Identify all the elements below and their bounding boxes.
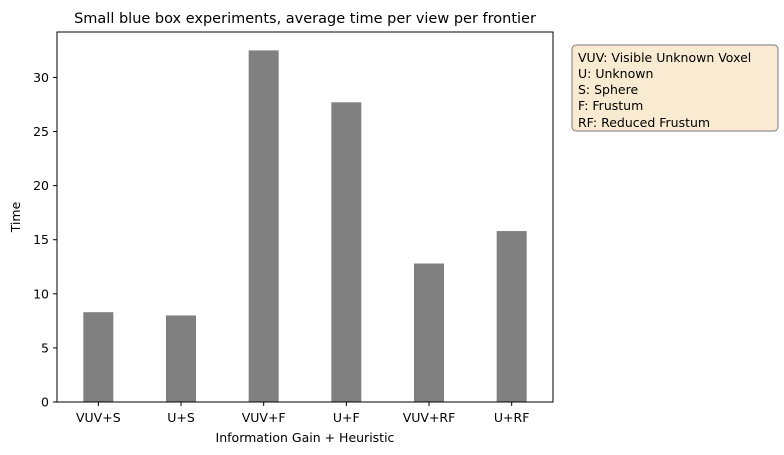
y-axis-label: Time: [8, 201, 23, 233]
x-axis-label: Information Gain + Heuristic: [216, 430, 395, 445]
x-tick-label: VUV+RF: [403, 410, 456, 425]
legend-line: U: Unknown: [578, 66, 653, 81]
plot-area: 0 5 10 15 20 25 30 VUV+S U+S VUV+F U+F VUV+RF U+RF: [33, 31, 554, 425]
legend-background: [571, 44, 779, 132]
legend-line: F: Frustum: [578, 98, 643, 113]
legend-line: RF: Reduced Frustum: [578, 115, 710, 130]
x-tick-label: U+S: [167, 410, 195, 425]
plot-frame: [56, 31, 554, 403]
y-tick-label: 10: [33, 286, 49, 301]
y-tick-label: 25: [33, 124, 49, 139]
x-axis-ticks: VUV+S U+S VUV+F U+F VUV+RF U+RF: [76, 402, 529, 425]
bar-u-plus-s: [166, 315, 196, 402]
legend-line: S: Sphere: [578, 82, 638, 97]
legend-box: VUV: Visible Unknown Voxel U: Unknown S:…: [571, 44, 779, 132]
y-axis-ticks: 0 5 10 15 20 25 30: [33, 70, 57, 410]
y-tick-label: 30: [33, 70, 49, 85]
legend-line: VUV: Visible Unknown Voxel: [578, 50, 751, 65]
chart-title: Small blue box experiments, average time…: [74, 11, 536, 27]
x-tick-label: VUV+F: [242, 410, 286, 425]
x-tick-label: U+RF: [494, 410, 530, 425]
x-tick-label: VUV+S: [76, 410, 121, 425]
bar-vuv-plus-s: [83, 312, 114, 402]
y-tick-label: 0: [41, 395, 49, 410]
y-tick-label: 20: [33, 178, 49, 193]
bar-u-plus-f: [331, 102, 362, 402]
x-tick-label: U+F: [333, 410, 360, 425]
y-tick-label: 15: [33, 232, 49, 247]
bars-group: [83, 50, 527, 402]
bar-vuv-plus-rf: [414, 263, 444, 402]
bar-vuv-plus-f: [248, 50, 279, 402]
y-tick-label: 5: [41, 340, 49, 355]
bar-u-plus-rf: [496, 231, 527, 402]
